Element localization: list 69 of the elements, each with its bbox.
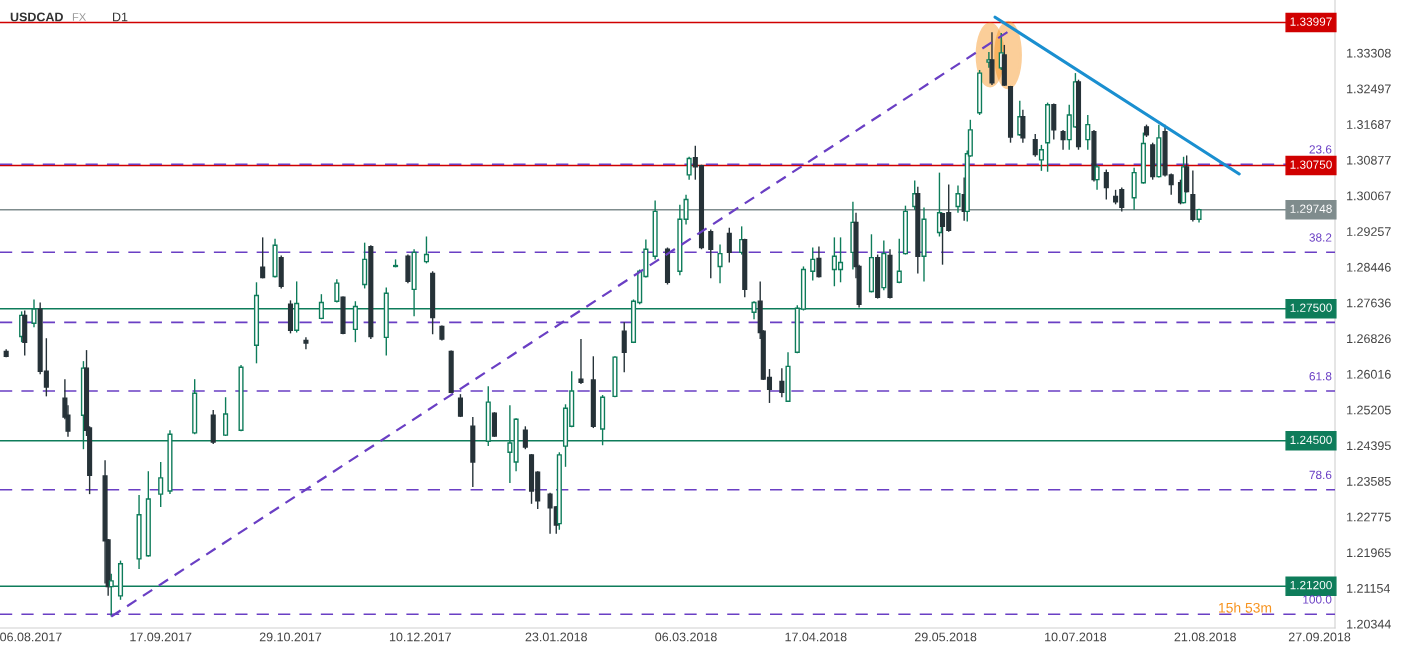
y-tick-label: 1.23585 [1347, 476, 1391, 486]
candlestick [816, 245, 822, 279]
y-tick-label: 1.26826 [1347, 334, 1391, 344]
x-tick-label: 29.05.2018 [914, 632, 977, 642]
candlestick [1060, 129, 1066, 151]
candlestick [1038, 144, 1044, 172]
candlestick [1094, 164, 1100, 191]
x-tick-label: 06.03.2018 [655, 632, 717, 642]
x-tick-label: 10.07.2018 [1045, 632, 1107, 642]
candlestick [1103, 168, 1109, 201]
candlestick [491, 411, 497, 438]
candlestick [810, 246, 816, 282]
y-tick-label: 1.22775 [1347, 512, 1391, 522]
annotation: 23.6 [1309, 145, 1332, 154]
candlestick [1020, 108, 1026, 144]
y-tick-label: 1.29257 [1347, 227, 1391, 236]
y-tick-label: 1.27636 [1347, 298, 1391, 308]
annotation: 15h 53m [1219, 602, 1272, 613]
candlestick [686, 156, 692, 181]
candlestick [578, 338, 584, 385]
y-tick-label: 1.32497 [1347, 84, 1391, 94]
x-tick-label: 27.09.2018 [1288, 632, 1351, 642]
text: USDCAD [10, 12, 63, 22]
candlestick [423, 235, 430, 265]
candlestick [1085, 114, 1091, 151]
y-tick-label: 1.21154 [1347, 583, 1391, 593]
x-tick-label: 17.04.2018 [785, 632, 847, 642]
annotation: 61.8 [1309, 372, 1332, 381]
x-tick-label: 21.08.2018 [1174, 632, 1236, 642]
x-tick-label: 17.09.2017 [130, 632, 192, 642]
candlestick [717, 243, 723, 284]
candlestick [303, 336, 309, 350]
y-tick-label: 1.30067 [1347, 191, 1391, 201]
ref-line-label: 1.24500 [1290, 435, 1332, 444]
candlestick [223, 396, 229, 437]
y-tick-label: 1.31687 [1347, 120, 1391, 129]
candlestick [621, 321, 627, 373]
y-tick-label: 1.24395 [1347, 441, 1391, 451]
candlestick [779, 367, 785, 398]
x-tick-label: 06.08.2017 [0, 632, 62, 642]
y-tick-label: 1.25205 [1347, 405, 1391, 415]
candlestick [158, 461, 164, 508]
ref-line-label: 1.29748 [1290, 204, 1332, 213]
annotation: 38.2 [1309, 233, 1332, 242]
ref-line-label: 1.33997 [1290, 17, 1332, 26]
x-tick-label: 29.10.2017 [259, 632, 322, 642]
annotation: D1 [113, 12, 128, 22]
y-tick-label: 1.28446 [1347, 262, 1391, 272]
y-tick-label: 1.33308 [1347, 48, 1391, 58]
y-tick-label: 1.21965 [1347, 548, 1391, 558]
ref-line-label: 1.27500 [1290, 303, 1332, 312]
annotation: 78.6 [1309, 470, 1332, 480]
y-tick-label: 1.30877 [1347, 155, 1391, 165]
annotation: 100.0 [1303, 595, 1332, 604]
x-tick-label: 23.01.2018 [525, 632, 587, 642]
candlestick [260, 236, 266, 280]
annotation: FX [72, 13, 86, 21]
y-tick-label: 1.26016 [1347, 369, 1391, 379]
candlestick [334, 278, 340, 304]
y-tick-label: 1.20344 [1347, 619, 1391, 629]
candlestick [955, 184, 961, 214]
ref-line-label: 1.21200 [1290, 580, 1332, 590]
candlestick [708, 228, 714, 280]
candlestick [896, 237, 902, 284]
candlestick [522, 425, 528, 450]
ref-line-label: 1.30750 [1290, 160, 1332, 169]
candlestick [1032, 133, 1038, 158]
candlestick [726, 226, 732, 264]
x-tick-label: 10.12.2017 [389, 632, 451, 642]
